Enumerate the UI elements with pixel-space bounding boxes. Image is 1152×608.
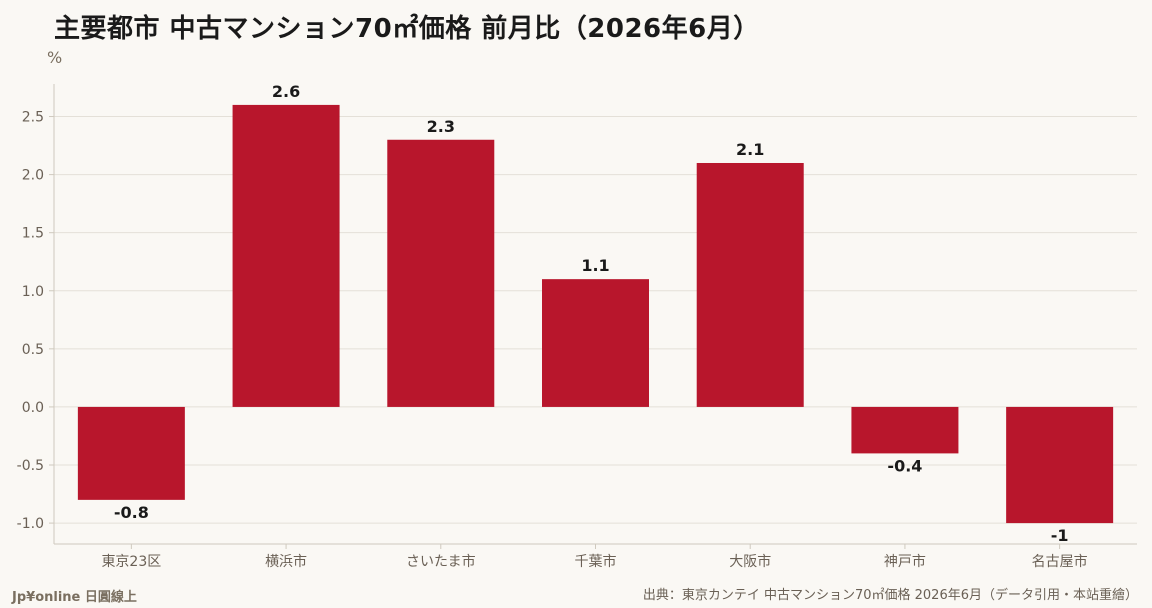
bar <box>696 162 804 407</box>
x-tick-label: 千葉市 <box>575 553 617 570</box>
bar <box>232 104 340 407</box>
x-tick-label: 大阪市 <box>729 553 771 570</box>
y-tick-label: -1.0 <box>17 516 44 532</box>
y-tick-label: 2.5 <box>22 110 44 126</box>
data-label: 2.6 <box>272 82 300 101</box>
chart-title: 主要都市 中古マンション70㎡価格 前月比（2026年6月） <box>54 14 760 44</box>
data-label: 2.1 <box>736 140 764 159</box>
y-tick-label: 0.5 <box>22 342 44 358</box>
y-tick-label: 2.0 <box>22 168 44 184</box>
axes <box>49 84 1137 549</box>
data-label: 1.1 <box>581 256 609 275</box>
data-label: -0.8 <box>114 503 149 522</box>
source-note: 出典：東京カンテイ 中古マンション70㎡価格 2026年6月（データ引用・本站重… <box>642 588 1138 603</box>
x-tick-label: 名古屋市 <box>1032 553 1088 570</box>
y-axis-unit-label: % <box>47 48 63 67</box>
x-tick-label: 横浜市 <box>265 553 307 570</box>
labels: 2.5 2.0 1.5 1.0 0.5 0.0 -0.5 -1.0 -0.8 東京23区 2.6 横浜… <box>17 82 1088 570</box>
x-tick-label: 東京23区 <box>101 554 161 570</box>
x-tick-label: さいたま市 <box>406 553 476 570</box>
data-label: -0.4 <box>887 456 922 475</box>
y-tick-label: 0.0 <box>22 400 44 416</box>
bar <box>77 406 185 500</box>
y-tick-label: -0.5 <box>17 458 44 474</box>
x-tick-label: 神戸市 <box>884 553 926 570</box>
bar <box>542 279 649 407</box>
bar <box>851 406 959 454</box>
brand-label: Jp¥online 日圓線上 <box>12 590 137 605</box>
bar <box>387 139 495 407</box>
data-label: 2.3 <box>427 117 455 136</box>
y-tick-label: 1.0 <box>22 284 44 300</box>
y-tick-label: 1.5 <box>22 226 44 242</box>
bars <box>77 104 1114 524</box>
bar <box>1006 406 1114 524</box>
data-label: -1 <box>1051 526 1069 545</box>
